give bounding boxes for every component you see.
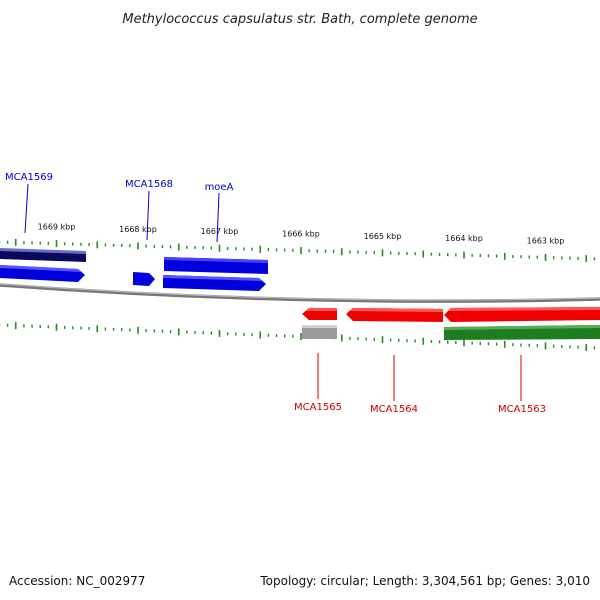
tick-label: 1667 kbp xyxy=(201,227,239,236)
gene-label-mca1564[interactable]: MCA1564 xyxy=(370,404,418,415)
forward-features xyxy=(0,248,268,291)
gene-feature-mca1565[interactable] xyxy=(302,325,337,339)
gene-feature-mca1569-top xyxy=(0,248,86,254)
topology-text: Topology: circular; Length: 3,304,561 bp… xyxy=(260,574,590,588)
gene-arrow-mca1569-shine xyxy=(0,265,82,272)
tick-label: 1664 kbp xyxy=(445,234,483,243)
gene-label-leaders xyxy=(24,183,522,401)
gene-label-mca1565[interactable]: MCA1565 xyxy=(294,402,342,413)
gene-arrow-mca1568[interactable] xyxy=(133,272,155,286)
map-title: Methylococcus capsulatus str. Bath, comp… xyxy=(122,12,477,27)
reverse-features xyxy=(302,307,600,340)
gene-arrow-moea-shine xyxy=(163,275,262,281)
tick-label: 1665 kbp xyxy=(364,232,402,241)
tick-label: 1666 kbp xyxy=(282,230,320,239)
tick-row-forward xyxy=(0,238,596,263)
tick-label: 1668 kbp xyxy=(119,225,157,234)
tick-label: 1663 kbp xyxy=(527,236,565,245)
genome-backbone xyxy=(0,283,600,303)
gene-arrow-mca1565-shine xyxy=(306,308,337,311)
cds-feature-mca1563-shine xyxy=(444,325,600,330)
gene-arrow-mca1564-shine xyxy=(350,308,443,312)
tick-label: 1669 kbp xyxy=(38,223,76,232)
gene-label-mca1563[interactable]: MCA1563 xyxy=(498,404,546,415)
gene-label-moea[interactable]: moeA xyxy=(205,182,234,193)
accession-text: Accession: NC_002977 xyxy=(9,574,146,588)
gene-labels: MCA1569 MCA1568 moeA MCA1565 MCA1564 MCA… xyxy=(5,172,546,415)
gene-arrow-mca1563-shine xyxy=(448,307,600,311)
gene-label-mca1568[interactable]: MCA1568 xyxy=(125,179,173,190)
gene-label-mca1569[interactable]: MCA1569 xyxy=(5,172,53,183)
genome-backbone-highlight xyxy=(0,283,600,301)
tick-labels: 1669 kbp 1668 kbp 1667 kbp 1666 kbp 1665 kbp… xyxy=(38,223,565,246)
gene-feature-moea-shine xyxy=(164,257,268,263)
gene-feature-mca1565-shine xyxy=(302,325,337,328)
tick-row-reverse xyxy=(0,322,596,351)
